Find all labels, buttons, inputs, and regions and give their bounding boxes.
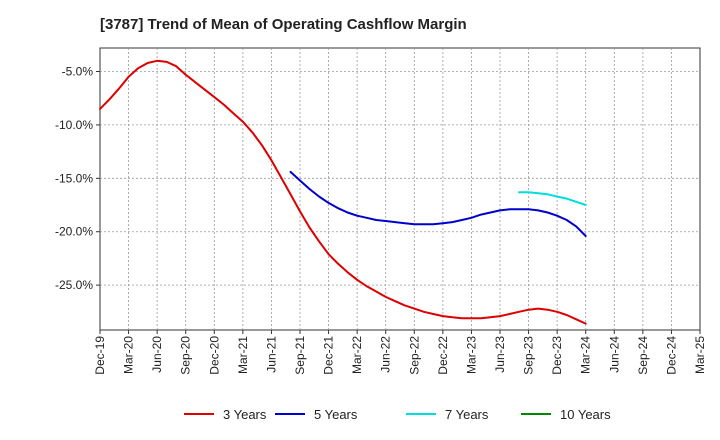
series-line-7-years <box>518 191 587 206</box>
y-tick-label: -15.0% <box>55 171 93 185</box>
x-tick-label: Mar-21 <box>236 336 250 374</box>
legend: 3 Years 5 Years 7 Years 10 Years <box>184 407 611 422</box>
x-tick-label: Dec-21 <box>322 336 336 375</box>
plot-area <box>99 47 701 331</box>
x-tick-label: Mar-24 <box>579 336 593 374</box>
y-tick-label: -5.0% <box>62 65 94 79</box>
series-line-3-years <box>99 59 587 325</box>
x-tick-label: Dec-24 <box>664 336 678 375</box>
x-tick-label: Jun-24 <box>607 336 621 373</box>
y-tick-label: -25.0% <box>55 278 93 292</box>
x-tick-label: Mar-20 <box>122 336 136 374</box>
y-tick-label: -10.0% <box>55 118 93 132</box>
x-tick-label: Dec-19 <box>93 336 107 375</box>
legend-label: 3 Years <box>223 407 267 422</box>
x-tick-label: Jun-21 <box>264 336 278 373</box>
x-tick-label: Jun-23 <box>493 336 507 373</box>
y-axis-ticks: -5.0% -10.0% -15.0% -20.0% -25.0% <box>55 65 100 292</box>
y-tick-label: -20.0% <box>55 225 93 239</box>
x-tick-label: Sep-20 <box>179 336 193 375</box>
x-tick-label: Sep-23 <box>522 336 536 375</box>
series-line-5-years <box>289 170 587 237</box>
x-tick-label: Jun-20 <box>150 336 164 373</box>
legend-label: 7 Years <box>445 407 489 422</box>
x-tick-label: Dec-22 <box>436 336 450 375</box>
x-tick-label: Dec-23 <box>550 336 564 375</box>
x-tick-label: Sep-21 <box>293 336 307 375</box>
x-tick-label: Sep-24 <box>636 336 650 375</box>
grid-lines <box>100 48 700 330</box>
x-tick-label: Mar-22 <box>350 336 364 374</box>
x-axis-ticks: Dec-19 Mar-20 Jun-20 Sep-20 Dec-20 Mar-21 Jun-… <box>93 330 707 375</box>
x-tick-label: Mar-25 <box>693 336 707 374</box>
series-lines <box>99 59 587 325</box>
legend-label: 5 Years <box>314 407 358 422</box>
x-tick-label: Sep-22 <box>407 336 421 375</box>
x-tick-label: Jun-22 <box>379 336 393 373</box>
chart-title: [3787] Trend of Mean of Operating Cashfl… <box>100 16 467 33</box>
x-tick-label: Mar-23 <box>464 336 478 374</box>
legend-label: 10 Years <box>560 407 611 422</box>
x-tick-label: Dec-20 <box>207 336 221 375</box>
